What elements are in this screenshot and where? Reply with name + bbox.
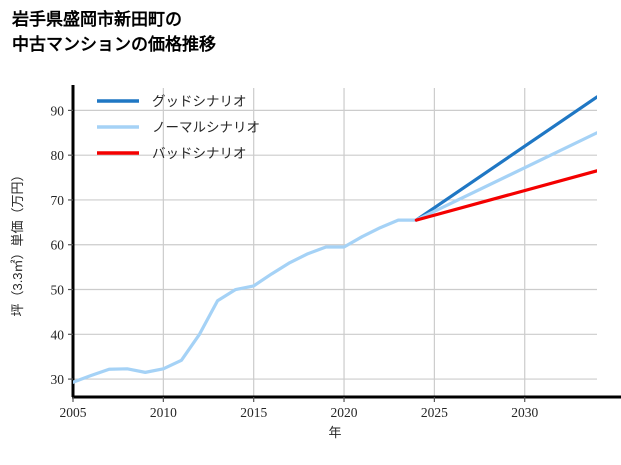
- chart-title: 岩手県盛岡市新田町の中古マンションの価格推移: [12, 8, 216, 57]
- y-tick-labels-group: 30 40 50 60 70 80 90: [51, 103, 65, 387]
- series-line-good: [414, 95, 597, 222]
- y-tick-label-90: 90: [51, 103, 65, 118]
- x-tick-label-2020: 2020: [331, 405, 358, 420]
- y-tick-label-70: 70: [51, 193, 65, 208]
- series-line-normal: [73, 131, 597, 384]
- legend-label-good: グッドシナリオ: [152, 94, 247, 109]
- legend-label-bad: バッドシナリオ: [152, 146, 247, 161]
- x-tick-label-2010: 2010: [150, 405, 177, 420]
- y-axis-title: 坪（3.3㎡）単価（万円）: [10, 168, 25, 316]
- y-tick-label-40: 40: [51, 327, 65, 342]
- y-tick-label-50: 50: [51, 283, 65, 298]
- x-tick-label-2005: 2005: [60, 405, 87, 420]
- x-tick-labels-group: 2005 2010 2015 2020 2025 2030: [60, 405, 539, 420]
- tick-marks-group: [68, 109, 526, 402]
- y-tick-label-60: 60: [51, 238, 65, 253]
- y-tick-label-30: 30: [51, 372, 65, 387]
- x-tick-label-2025: 2025: [421, 405, 448, 420]
- axis-titles-group: 年 坪（3.3㎡）単価（万円）: [10, 168, 342, 440]
- x-axis-title: 年: [328, 425, 341, 440]
- chart-title-line-1: 岩手県盛岡市新田町の: [12, 10, 182, 29]
- x-tick-label-2015: 2015: [240, 405, 267, 420]
- x-tick-label-2030: 2030: [511, 405, 538, 420]
- chart-title-line-2: 中古マンションの価格推移: [12, 34, 216, 54]
- series-line-bad: [414, 169, 597, 222]
- y-tick-label-80: 80: [51, 148, 65, 163]
- legend-label-normal: ノーマルシナリオ: [152, 120, 260, 135]
- data-series-group: [73, 95, 597, 384]
